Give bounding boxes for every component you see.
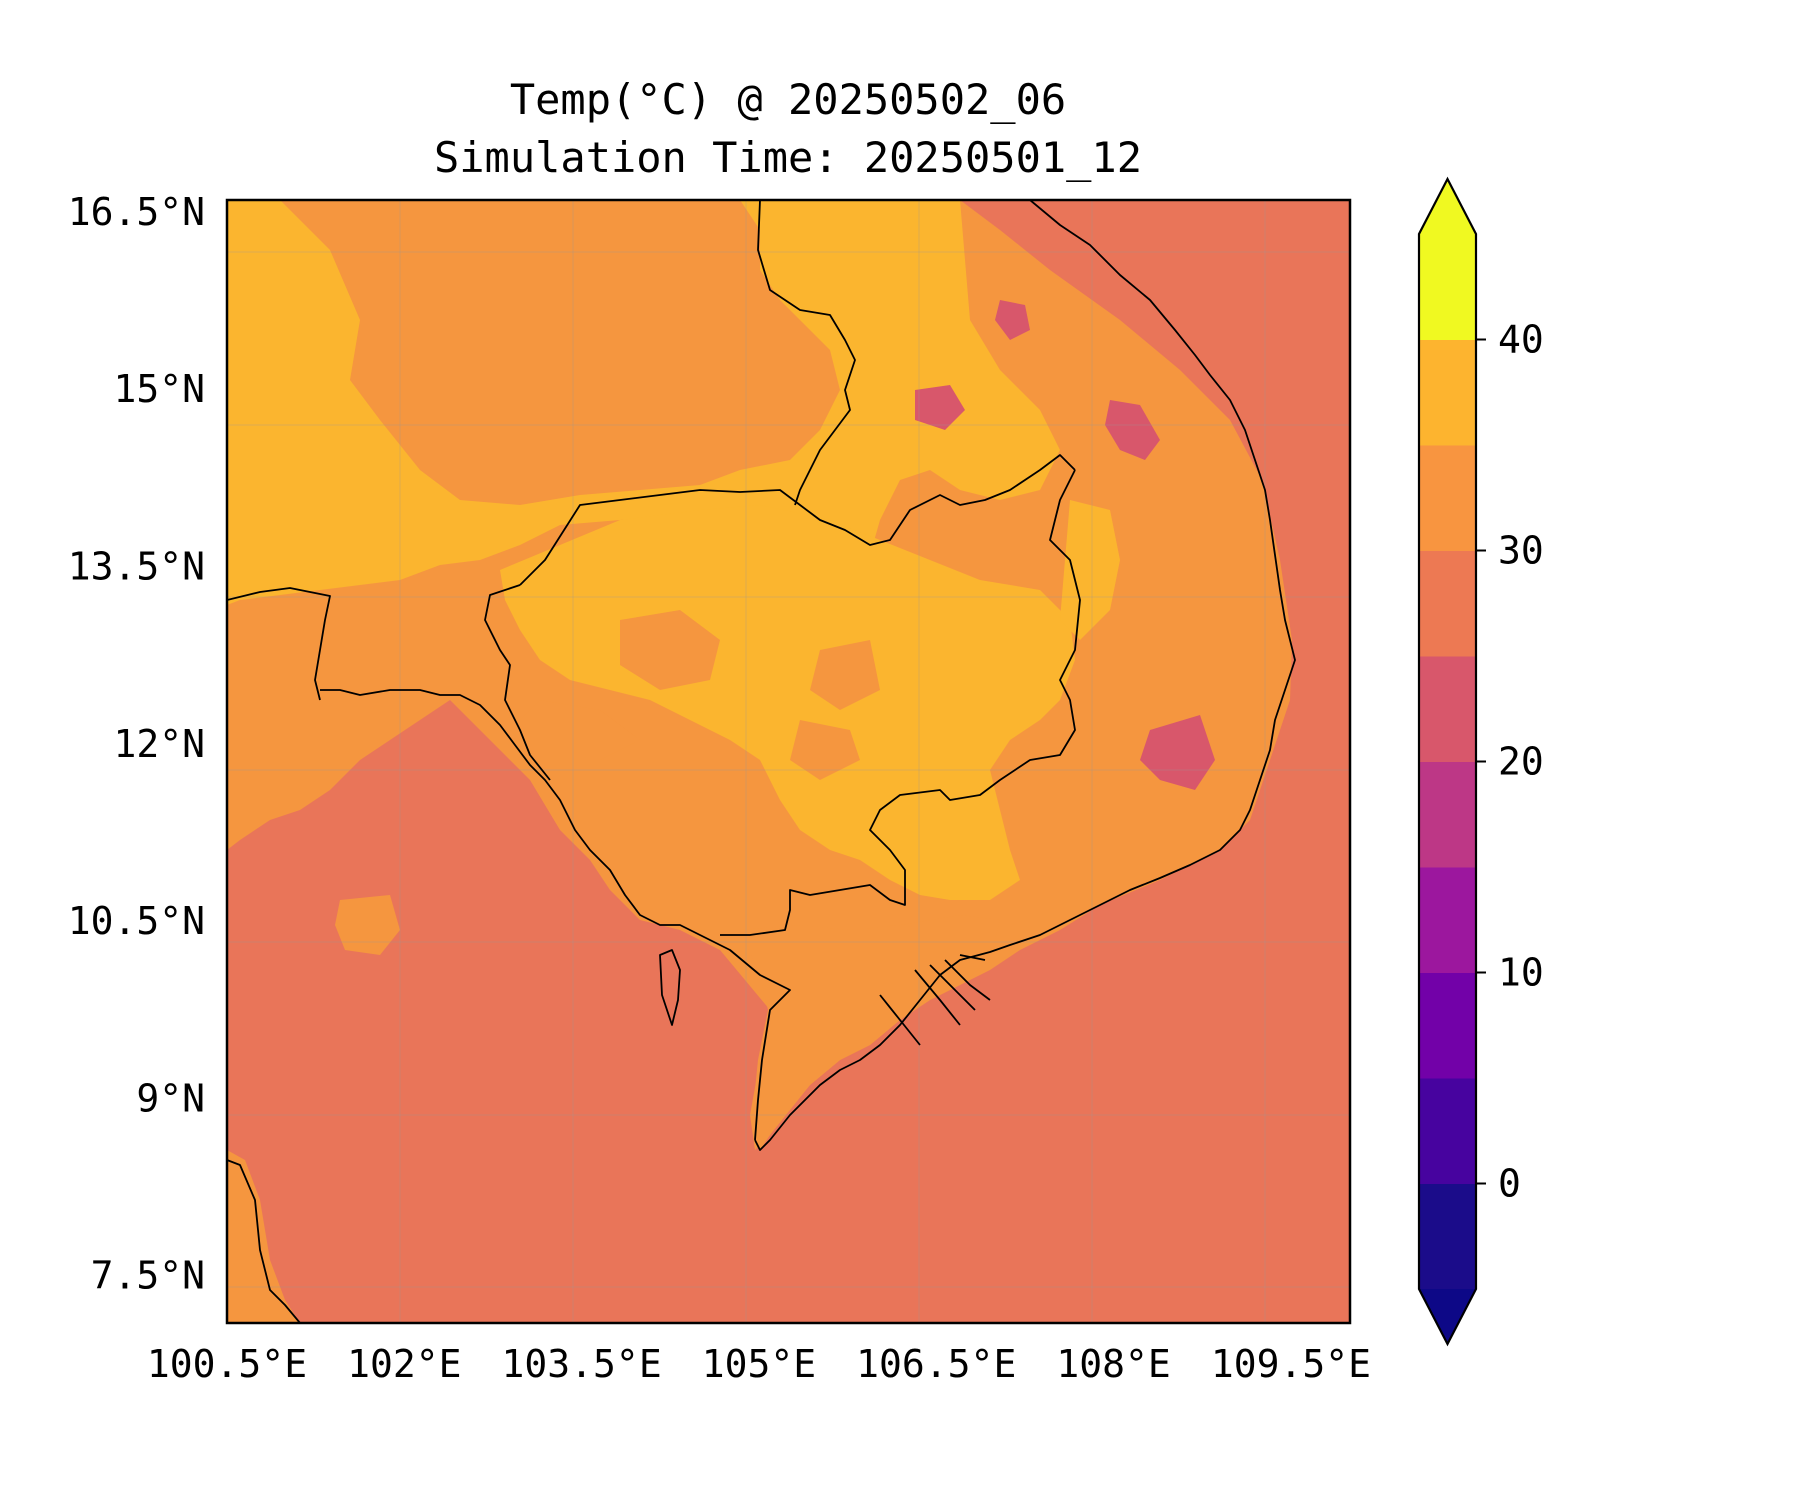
y-tick-labels: 16.5°N 15°N 13.5°N 12°N 10.5°N 9°N 7.5°N xyxy=(68,190,205,1298)
y-tick-label: 7.5°N xyxy=(91,1254,205,1298)
colorbar-segment xyxy=(1419,656,1476,762)
cool-spot-north xyxy=(995,300,1030,340)
x-tick-label: 106.5°E xyxy=(856,1342,1016,1386)
colorbar-tick-label: 20 xyxy=(1498,740,1544,784)
x-tick-label: 103.5°E xyxy=(502,1342,662,1386)
land-warm-patch-3 xyxy=(510,700,640,760)
cambodia-east-border xyxy=(720,469,1081,936)
land-hot-thailand xyxy=(227,200,1060,605)
ocean-warm-patch xyxy=(335,895,400,955)
thailand-gulf-coastline xyxy=(320,689,791,1141)
colorbar-tick-label: 0 xyxy=(1498,1162,1521,1206)
cool-spot-highland-3 xyxy=(915,385,965,430)
land-hot-cambodia xyxy=(500,505,1075,900)
colorbar-tick-label: 40 xyxy=(1498,318,1544,362)
land-warm-patch-1 xyxy=(620,610,720,690)
y-tick-label: 15°N xyxy=(113,367,205,411)
colorbar-tick-label: 10 xyxy=(1498,951,1544,995)
malay-coastline xyxy=(227,1159,301,1323)
title-line-2: Simulation Time: 20250501_12 xyxy=(434,133,1142,182)
cool-spot-highland-2 xyxy=(1140,715,1215,790)
x-tick-labels: 100.5°E 102°E 103.5°E 105°E 106.5°E 108°E 109.… xyxy=(147,1342,1371,1386)
title-line-1: Temp(°C) @ 20250502_06 xyxy=(510,75,1066,124)
y-tick-label: 10.5°N xyxy=(68,899,205,943)
land-warm-patch-4 xyxy=(790,720,860,780)
y-tick-label: 13.5°N xyxy=(68,544,205,588)
colorbar: 0 10 20 30 40 xyxy=(1417,176,1544,1347)
colorbar-segment xyxy=(1419,1078,1476,1184)
colorbar-segment xyxy=(1419,1183,1476,1290)
colorbar-segment xyxy=(1419,234,1476,340)
cambodia-north-border xyxy=(519,454,1076,586)
colorbar-segment xyxy=(1419,550,1476,657)
x-tick-label: 109.5°E xyxy=(1211,1342,1371,1386)
colorbar-segment xyxy=(1419,867,1476,973)
colorbar-segment xyxy=(1419,761,1476,868)
colorbar-extend-min xyxy=(1419,1289,1476,1344)
x-tick-label: 105°E xyxy=(702,1342,816,1386)
colorbar-segment xyxy=(1419,445,1476,551)
y-tick-label: 9°N xyxy=(136,1076,205,1120)
y-tick-label: 12°N xyxy=(113,722,205,766)
map-frame xyxy=(225,198,1352,1325)
coastlines-borders xyxy=(227,200,1296,1323)
x-tick-label: 102°E xyxy=(347,1342,461,1386)
y-tick-label: 16.5°N xyxy=(68,190,205,234)
cambodia-west-border xyxy=(484,584,551,781)
colorbar-tick-label: 30 xyxy=(1498,529,1544,573)
land-warm-malay xyxy=(227,1150,300,1323)
colorbar-outline xyxy=(1417,176,1478,1347)
phu-quoc-island xyxy=(659,949,681,1026)
colorbar-extend-max xyxy=(1419,179,1476,234)
laos-thailand-border xyxy=(757,200,856,506)
gridlines xyxy=(227,200,1350,1323)
colorbar-segment xyxy=(1419,339,1476,446)
mekong-distributaries xyxy=(879,954,991,1046)
colorbar-segment xyxy=(1419,972,1476,1079)
land-warm-delta xyxy=(740,915,1000,1150)
x-tick-label: 100.5°E xyxy=(147,1342,307,1386)
thailand-west-border xyxy=(227,587,331,701)
cool-spot-highland-1 xyxy=(1105,400,1160,460)
map-panel xyxy=(227,200,1350,1323)
land-warm-patch-2 xyxy=(810,640,880,710)
x-tick-label: 108°E xyxy=(1056,1342,1170,1386)
vietnam-coastline xyxy=(754,200,1296,1151)
land-hot-pocket-east xyxy=(1060,500,1120,640)
